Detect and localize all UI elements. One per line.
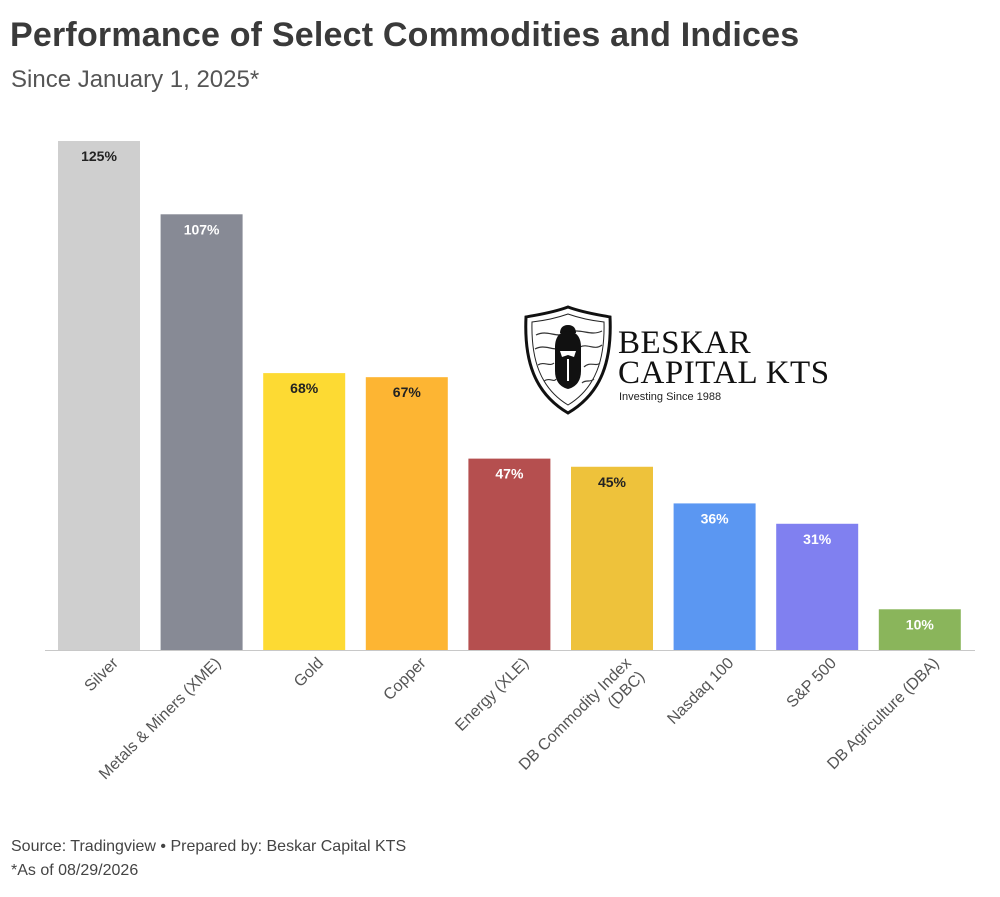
x-tick-label: DB Commodity Index(DBC) — [516, 655, 648, 787]
bar — [776, 523, 859, 650]
bar-value-label: 125% — [81, 148, 117, 164]
bar-value-label: 67% — [393, 384, 422, 400]
x-tick-label: Gold — [291, 655, 327, 691]
x-tick-label: Silver — [82, 654, 123, 695]
source-note: Source: Tradingview • Prepared by: Beska… — [11, 838, 407, 855]
x-tick-label: Nasdaq 100 — [664, 655, 737, 728]
bar — [58, 141, 140, 650]
bar-value-label: 10% — [906, 616, 935, 632]
bar — [878, 609, 961, 650]
bar — [263, 373, 346, 650]
shield-helmet-icon — [524, 305, 612, 415]
bar — [160, 214, 243, 650]
beskar-logo: BESKAR CAPITAL KTS Investing Since 1988 — [522, 305, 842, 417]
logo-name-line1: BESKAR — [618, 325, 752, 361]
bar — [365, 377, 448, 650]
x-tick-label: S&P 500 — [784, 655, 841, 712]
bar-value-label: 107% — [184, 221, 220, 237]
x-tick-label: Metals & Miners (XME) — [96, 655, 224, 783]
bar — [571, 466, 653, 650]
logo-tagline: Investing Since 1988 — [619, 391, 722, 403]
x-tick-label: DB Agriculture (DBA) — [824, 655, 942, 773]
bar — [468, 458, 551, 650]
bar — [673, 503, 756, 650]
bar-value-label: 45% — [598, 474, 627, 490]
chart-title: Performance of Select Commodities and In… — [10, 16, 800, 54]
bar-value-label: 47% — [495, 466, 524, 482]
bar-value-label: 31% — [803, 531, 832, 547]
x-tick-label: Copper — [380, 654, 430, 704]
bar-value-label: 36% — [701, 510, 730, 526]
chart-subtitle: Since January 1, 2025* — [11, 66, 260, 93]
as-of-note: *As of 08/29/2026 — [11, 862, 139, 879]
bar-value-label: 68% — [290, 380, 319, 396]
x-tick-label: Energy (XLE) — [452, 655, 532, 735]
logo-name-line2: CAPITAL KTS — [618, 355, 830, 391]
